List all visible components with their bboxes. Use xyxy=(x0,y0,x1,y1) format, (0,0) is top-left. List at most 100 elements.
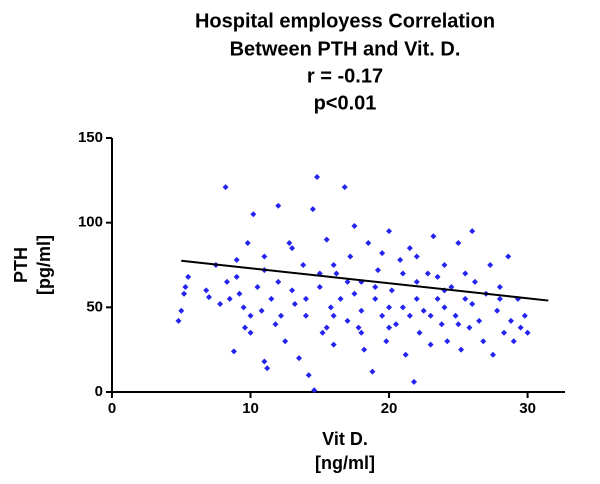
point xyxy=(175,317,182,324)
point xyxy=(233,256,240,263)
point xyxy=(316,284,323,291)
point xyxy=(365,239,372,246)
point xyxy=(397,256,404,263)
point xyxy=(278,312,285,319)
x-axis-label: Vit D. xyxy=(322,429,368,449)
point xyxy=(386,228,393,235)
point xyxy=(510,338,517,345)
point xyxy=(462,295,469,302)
x-axis-label: [ng/ml] xyxy=(315,453,375,473)
point xyxy=(181,290,188,297)
y-tick-label: 100 xyxy=(78,214,103,231)
point xyxy=(247,312,254,319)
point xyxy=(309,206,316,213)
point xyxy=(289,245,296,252)
point xyxy=(330,312,337,319)
point xyxy=(501,329,508,336)
point xyxy=(226,295,233,302)
point xyxy=(333,270,340,277)
point xyxy=(223,278,230,285)
point xyxy=(247,329,254,336)
point xyxy=(205,294,212,301)
point xyxy=(282,338,289,345)
point xyxy=(241,324,248,331)
point xyxy=(330,262,337,268)
point xyxy=(302,312,309,319)
point xyxy=(268,295,275,302)
point xyxy=(420,307,427,314)
point xyxy=(319,329,326,336)
title-line: Between PTH and Vit. D. xyxy=(230,38,461,60)
y-tick-label: 50 xyxy=(86,298,103,315)
point xyxy=(230,348,237,355)
y-axis-label: [pg/ml] xyxy=(34,235,54,295)
point xyxy=(505,253,512,260)
point xyxy=(261,253,268,260)
point xyxy=(305,372,312,379)
point xyxy=(452,312,459,319)
point xyxy=(462,270,469,277)
point xyxy=(524,329,531,336)
title: Hospital employess Correlation Between P… xyxy=(195,10,495,114)
point xyxy=(434,273,441,280)
y-axis-label: PTH xyxy=(11,247,31,283)
x-tick-label: 10 xyxy=(242,400,259,417)
y-tick-label: 0 xyxy=(95,383,103,400)
point xyxy=(374,267,381,274)
x-tick-label: 0 xyxy=(108,400,116,417)
point xyxy=(402,351,409,358)
point xyxy=(344,278,351,285)
point xyxy=(372,284,379,291)
point xyxy=(258,307,265,314)
point xyxy=(314,173,321,180)
point xyxy=(358,307,365,314)
point xyxy=(361,346,368,353)
point xyxy=(261,358,268,365)
point xyxy=(438,321,445,328)
point xyxy=(347,253,354,260)
point xyxy=(300,262,307,268)
trend-line xyxy=(181,259,549,302)
point xyxy=(311,387,318,394)
point xyxy=(399,304,406,311)
point xyxy=(344,317,351,324)
point xyxy=(487,262,494,268)
point xyxy=(264,365,271,372)
point xyxy=(182,284,189,291)
point xyxy=(289,287,296,294)
title-line: Hospital employess Correlation xyxy=(195,10,495,32)
point xyxy=(427,312,434,319)
point xyxy=(430,233,437,240)
point xyxy=(494,307,501,314)
point xyxy=(341,184,348,191)
point xyxy=(355,324,362,331)
point xyxy=(411,378,417,385)
point xyxy=(217,300,224,307)
point xyxy=(351,223,358,230)
point xyxy=(296,355,303,362)
point xyxy=(337,295,344,302)
point xyxy=(330,341,337,348)
point xyxy=(254,284,261,291)
point xyxy=(222,184,229,191)
point xyxy=(507,317,514,324)
point xyxy=(286,239,293,246)
point xyxy=(466,324,473,331)
point xyxy=(427,341,434,348)
title-line: p<0.01 xyxy=(314,92,377,114)
point xyxy=(291,300,298,307)
point xyxy=(399,270,406,277)
point xyxy=(517,324,524,331)
point xyxy=(383,338,390,345)
point xyxy=(406,312,413,319)
point xyxy=(448,284,455,291)
point xyxy=(458,346,465,353)
point xyxy=(323,324,330,331)
point xyxy=(386,304,393,311)
point xyxy=(323,236,330,243)
point xyxy=(469,300,476,307)
point xyxy=(424,270,431,277)
point xyxy=(455,239,462,246)
point xyxy=(203,287,210,294)
